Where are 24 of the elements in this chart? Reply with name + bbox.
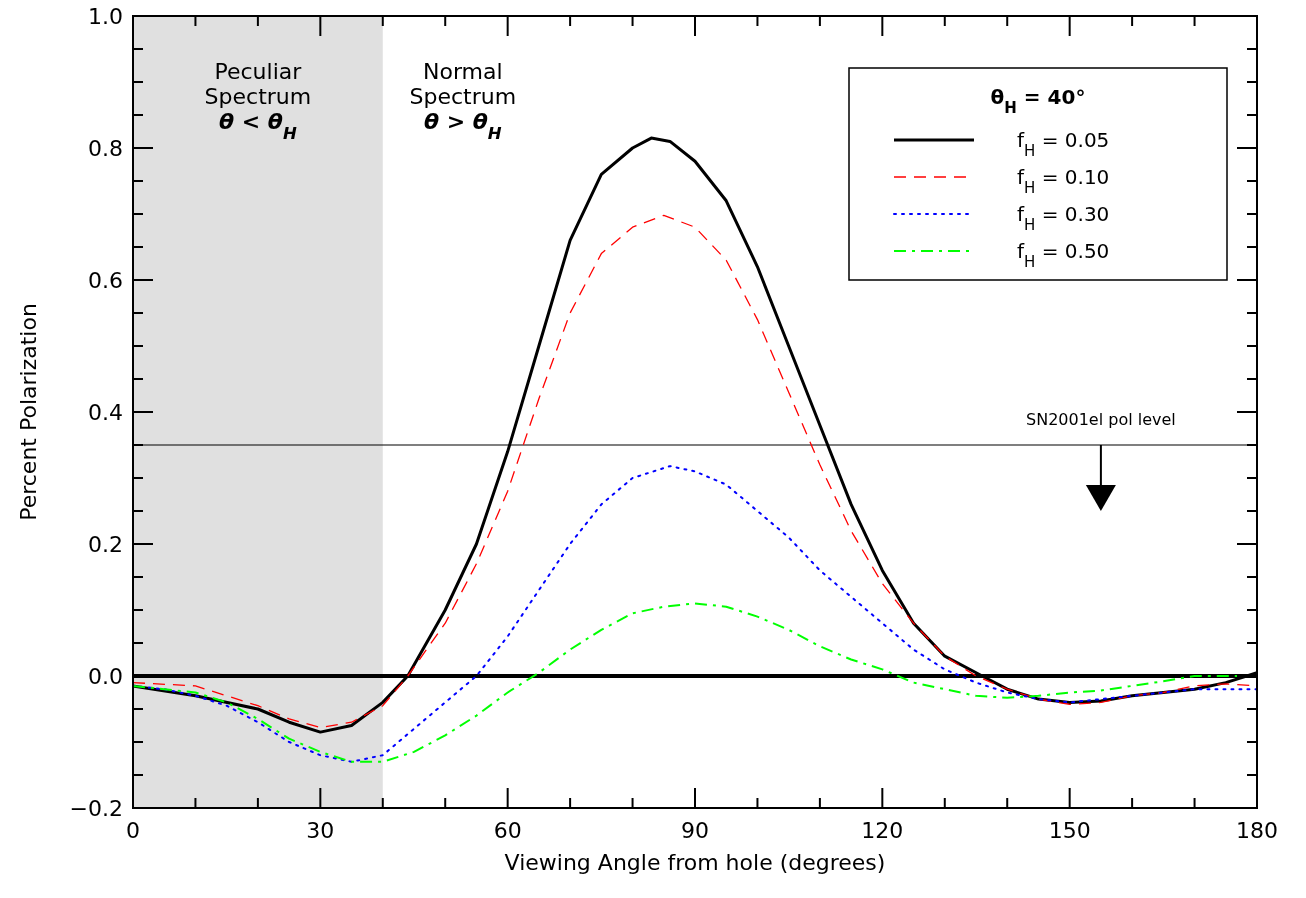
y-tick-label: 0.2 (88, 531, 123, 557)
y-tick-label: 0.0 (88, 663, 123, 689)
band-label: Peculiar Spectrum θ < θ$_{H}$ (204, 59, 312, 143)
y-axis-title: Percent Polarization (16, 303, 41, 521)
legend-label: f$_{H}$ = 0.10 (1017, 165, 1110, 197)
y-tick-label: −0.2 (69, 795, 123, 821)
legend-label: f$_{H}$ = 0.05 (1017, 128, 1110, 160)
x-tick-label: 150 (1048, 818, 1091, 843)
x-tick-label: 60 (493, 818, 522, 843)
x-axis-title: Viewing Angle from hole (degrees) (504, 850, 886, 875)
x-tick-label: 180 (1236, 818, 1278, 843)
legend-label: f$_{H}$ = 0.30 (1017, 202, 1110, 234)
y-tick-label: 0.6 (88, 267, 123, 293)
legend-label: f$_{H}$ = 0.50 (1017, 239, 1110, 271)
x-tick-label: 0 (126, 818, 140, 843)
x-tick-label: 90 (681, 818, 709, 843)
ref-line-label: SN2001el pol level (1026, 410, 1176, 429)
y-tick-label: 0.8 (88, 135, 123, 161)
x-tick-label: 30 (306, 818, 335, 843)
legend-title: θ$_{H}$ = 40° (990, 85, 1086, 117)
y-tick-label: 0.4 (88, 399, 123, 425)
annotation: Normal Spectrum θ > θ$_{H}$ (409, 59, 517, 143)
x-tick-label: 120 (861, 818, 904, 843)
y-tick-label: 1.0 (88, 3, 123, 29)
